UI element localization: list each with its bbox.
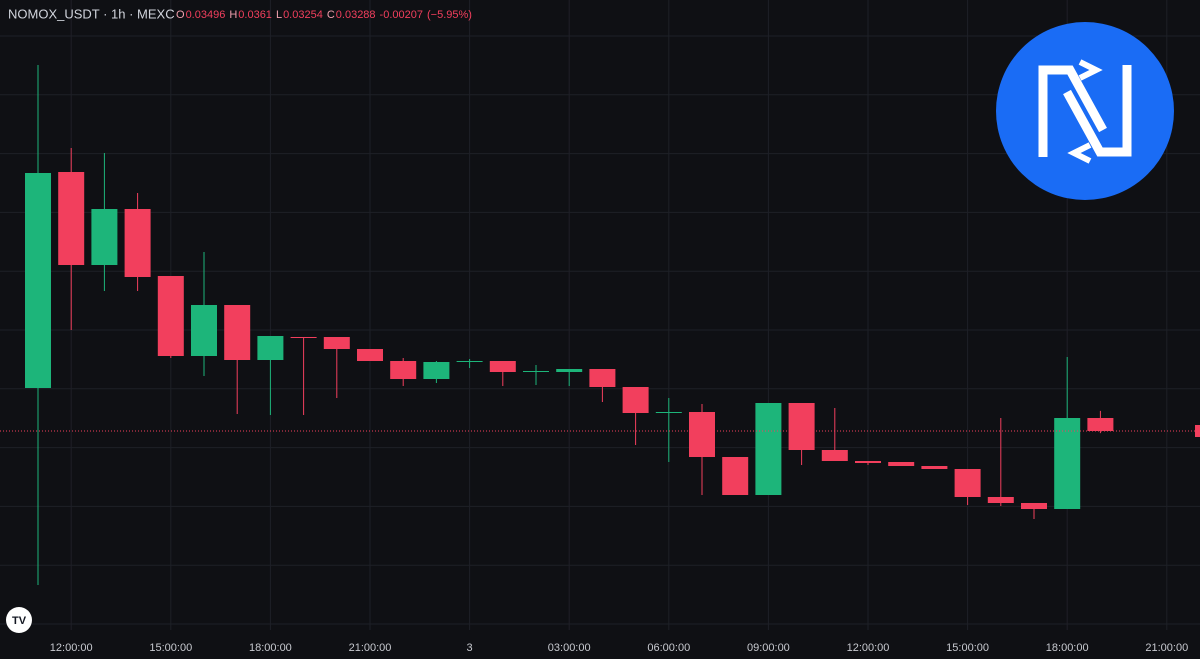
x-axis: 12:00:00 15:00:00 18:00:00 21:00:00 3 03:00:0… bbox=[50, 642, 1188, 654]
candle-body bbox=[523, 371, 549, 372]
x-tick-label: 12:00:00 bbox=[50, 642, 93, 654]
x-tick-label: 09:00:00 bbox=[747, 642, 790, 654]
candle-body bbox=[58, 172, 85, 265]
candle-body bbox=[855, 461, 881, 463]
x-tick-label: 12:00:00 bbox=[847, 642, 890, 654]
candle-body bbox=[622, 387, 649, 413]
svg-text:TV: TV bbox=[12, 615, 27, 627]
x-tick-label: 06:00:00 bbox=[647, 642, 690, 654]
candle-body bbox=[655, 412, 682, 413]
x-tick-label: 3 bbox=[467, 642, 473, 654]
candle-body bbox=[290, 337, 317, 338]
legend-header: NOMOX_USDT · 1h · MEXC O 0.03496 H 0.0361 L 0… bbox=[8, 6, 472, 21]
candle-body bbox=[987, 497, 1014, 503]
candle-body bbox=[25, 173, 51, 388]
symbol-title: NOMOX_USDT · 1h · MEXC bbox=[8, 6, 175, 21]
candle-body bbox=[1054, 418, 1081, 509]
candle-body bbox=[921, 466, 948, 469]
candle-body bbox=[423, 362, 450, 379]
candle-body bbox=[1021, 503, 1047, 509]
candle-body bbox=[755, 403, 782, 495]
candle-body bbox=[689, 412, 715, 457]
candle-body bbox=[157, 276, 184, 356]
x-tick-label: 21:00:00 bbox=[1145, 642, 1188, 654]
candle-body bbox=[556, 369, 583, 372]
x-tick-label: 15:00:00 bbox=[946, 642, 989, 654]
candle-body bbox=[191, 305, 217, 356]
candle-body bbox=[224, 305, 251, 360]
candle-body bbox=[1087, 418, 1114, 431]
candle-body bbox=[788, 403, 815, 450]
candles bbox=[0, 65, 1200, 585]
candle-body bbox=[357, 349, 383, 361]
ohlc-label: O bbox=[176, 9, 185, 21]
candle-body bbox=[91, 209, 118, 265]
ohlc-value: 0.03288 bbox=[336, 9, 376, 21]
candle-body bbox=[888, 462, 915, 466]
change-value: -0.00207 bbox=[380, 9, 423, 21]
grid bbox=[0, 0, 1200, 630]
candle-body bbox=[821, 450, 848, 461]
tradingview-badge: TV bbox=[6, 607, 32, 633]
x-tick-label: 03:00:00 bbox=[548, 642, 591, 654]
candle-body bbox=[390, 361, 417, 379]
ohlc-label: H bbox=[229, 9, 237, 21]
x-tick-label: 21:00:00 bbox=[349, 642, 392, 654]
x-tick-label: 18:00:00 bbox=[1046, 642, 1089, 654]
ohlc-label: L bbox=[276, 9, 282, 21]
ohlc-value: 0.0361 bbox=[238, 9, 272, 21]
candle-body bbox=[722, 457, 749, 495]
candle-body bbox=[323, 337, 350, 349]
ohlc-value: 0.03254 bbox=[283, 9, 323, 21]
candle-body bbox=[489, 361, 516, 372]
candle-body bbox=[257, 336, 284, 360]
candle-body bbox=[954, 469, 981, 497]
ohlc-label: C bbox=[327, 9, 335, 21]
ohlc-value: 0.03496 bbox=[186, 9, 226, 21]
change-percent: (−5.95%) bbox=[427, 9, 472, 21]
candle-body bbox=[589, 369, 616, 387]
candle-body bbox=[456, 361, 483, 362]
x-tick-label: 15:00:00 bbox=[149, 642, 192, 654]
candle-body bbox=[124, 209, 151, 277]
last-price-marker bbox=[1195, 425, 1200, 437]
x-tick-label: 18:00:00 bbox=[249, 642, 292, 654]
logo bbox=[996, 22, 1174, 200]
